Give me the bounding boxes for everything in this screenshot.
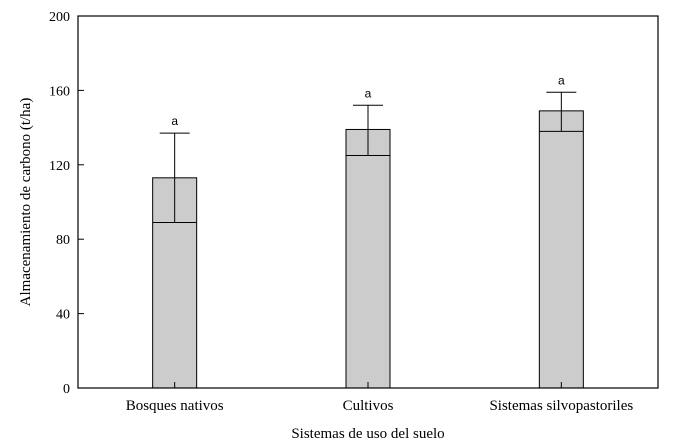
y-axis-title: Almacenamiento de carbono (t/ha) <box>18 98 34 307</box>
y-tick-label: 200 <box>49 10 70 25</box>
bar <box>538 110 584 389</box>
y-tick-label: 0 <box>63 382 70 397</box>
significance-label: a <box>365 86 372 100</box>
y-tick-label: 80 <box>56 233 70 248</box>
bar <box>345 128 391 389</box>
y-tick-label: 40 <box>56 308 70 323</box>
x-axis-title: Sistemas de uso del suelo <box>291 426 444 442</box>
plot-frame <box>77 15 659 389</box>
x-tick-label: Bosques nativos <box>126 398 224 414</box>
chart-marks: 0 40 80 120 160 200 a Bosques nativos a Cultivos a… <box>49 10 633 414</box>
x-tick-label: Cultivos <box>343 398 394 414</box>
x-tick-label: Sistemas silvopastoriles <box>489 398 633 414</box>
y-tick-label: 160 <box>49 84 70 99</box>
y-tick-label: 120 <box>49 159 70 174</box>
significance-label: a <box>558 73 565 87</box>
significance-label: a <box>171 114 178 128</box>
